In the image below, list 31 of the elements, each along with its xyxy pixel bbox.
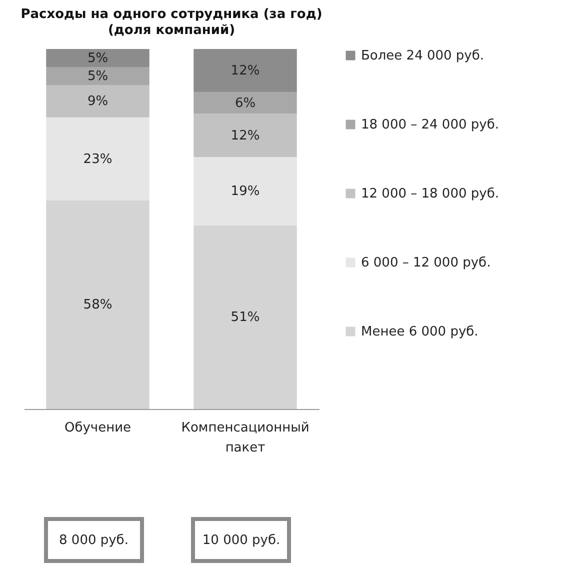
- data-label: 23%: [83, 152, 112, 167]
- bar: [46, 85, 150, 118]
- bar: [194, 157, 297, 226]
- data-label: 51%: [230, 310, 260, 326]
- bar: [194, 49, 297, 92]
- bar: [46, 67, 150, 85]
- bar: [46, 117, 150, 200]
- bar: [194, 92, 297, 114]
- bar: [46, 49, 150, 67]
- legend-label: Менее 6 000 руб.: [361, 324, 478, 340]
- data-label: 19%: [230, 184, 260, 200]
- legend-label: 18 000 – 24 000 руб.: [361, 118, 499, 132]
- chart-title: Расходы на одного сотрудника (за год): [20, 7, 322, 22]
- value-box: 8 000 руб.: [44, 517, 144, 563]
- bar: [194, 114, 297, 157]
- legend-label: 6 000 – 12 000 руб.: [361, 256, 491, 270]
- data-label: 58%: [83, 298, 112, 313]
- data-label: 12%: [230, 64, 260, 79]
- data-label: 9%: [87, 94, 108, 110]
- legend-label: Более 24 000 руб.: [361, 48, 484, 64]
- bar: [46, 200, 150, 409]
- data-label: 12%: [230, 128, 260, 144]
- bar: [194, 225, 297, 409]
- data-label: 5%: [87, 51, 108, 66]
- data-label: 6%: [234, 96, 256, 111]
- x-tick-label: Обучение: [64, 420, 132, 436]
- x-tick-label: Компенсационный пакет: [181, 420, 310, 456]
- data-label: 5%: [87, 69, 108, 84]
- legend-label: 12 000 – 18 000 руб.: [361, 186, 499, 202]
- value-box: 10 000 руб.: [191, 517, 292, 563]
- chart-subtitle: (доля компаний): [108, 23, 236, 38]
